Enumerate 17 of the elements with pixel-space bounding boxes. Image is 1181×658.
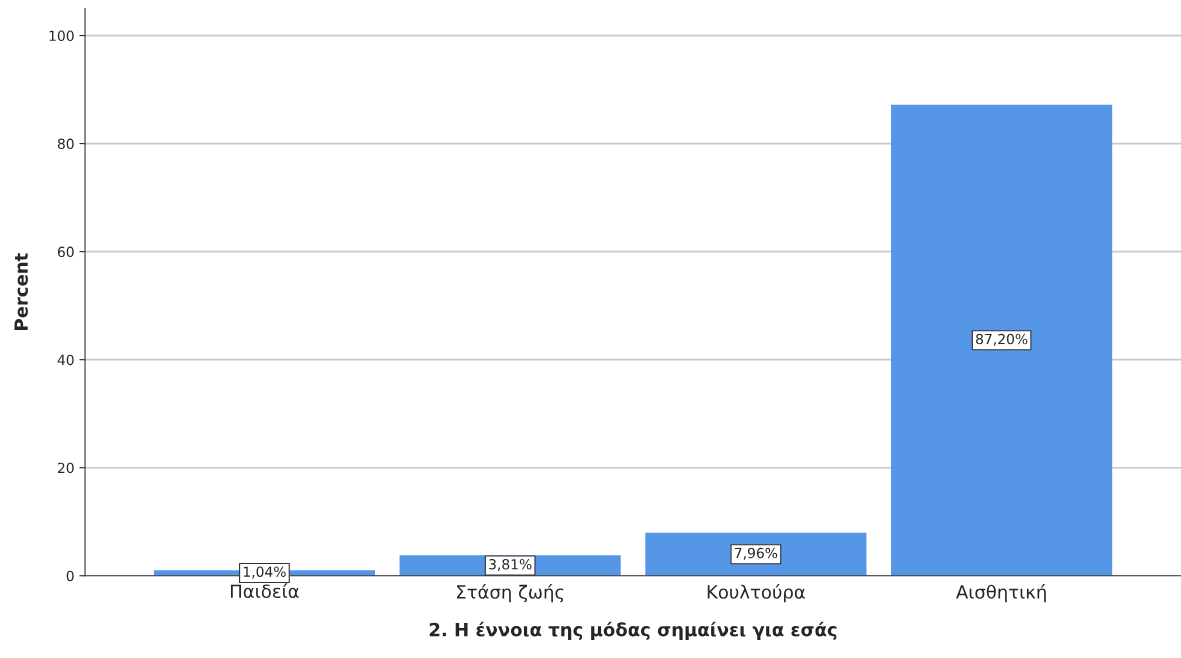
data-label: 1,04% — [243, 566, 286, 579]
bar — [891, 104, 1113, 576]
data-label: 87,20% — [976, 333, 1028, 346]
y-tick-label: 40 — [57, 354, 74, 366]
y-tick-label: 20 — [57, 462, 74, 474]
x-tick-label: Αισθητική — [956, 584, 1046, 603]
x-tick-label: Κουλτούρα — [707, 584, 805, 603]
y-tick-label: 80 — [57, 138, 74, 150]
y-axis-title: Percent — [14, 253, 28, 330]
y-tick-label: 0 — [66, 570, 74, 582]
y-tick-label: 100 — [49, 30, 74, 42]
x-tick-label: Παιδεία — [230, 583, 299, 599]
x-axis-title: 2. Η έννοια της μόδας σημαίνει για εσάς — [429, 621, 837, 640]
data-label: 3,81% — [489, 558, 532, 571]
y-tick-label: 60 — [57, 246, 74, 258]
data-label: 7,96% — [734, 547, 778, 560]
x-tick-label: Στάση ζωής — [457, 584, 564, 603]
